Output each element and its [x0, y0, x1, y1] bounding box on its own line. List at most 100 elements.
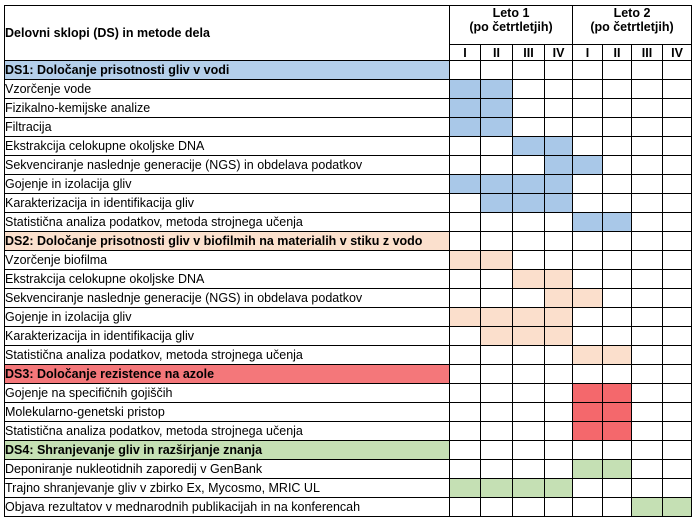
active-quarter-cell [572, 288, 603, 308]
task-row: Sekvenciranje naslednje generacije (NGS)… [4, 288, 692, 308]
empty-quarter-cell [662, 402, 692, 422]
empty-quarter-cell [572, 98, 603, 118]
empty-quarter-cell [631, 383, 663, 403]
task-row: Gojenje na specifičnih gojiščih [4, 383, 692, 403]
group-quarter-cell [631, 60, 663, 80]
group-quarter-cell [631, 231, 663, 251]
gantt-table: Delovni sklopi (DS) in metode dela Leto … [4, 5, 692, 517]
group-title: DS1: Določanje prisotnosti gliv v vodi [4, 60, 450, 80]
active-quarter-cell [572, 402, 603, 422]
empty-quarter-cell [449, 212, 481, 232]
active-quarter-cell [512, 174, 545, 194]
empty-quarter-cell [544, 250, 573, 270]
active-quarter-cell [480, 79, 513, 99]
active-quarter-cell [512, 136, 545, 156]
empty-quarter-cell [572, 117, 603, 137]
active-quarter-cell [602, 212, 632, 232]
active-quarter-cell [572, 212, 603, 232]
task-label: Karakterizacija in identifikacija gliv [4, 326, 450, 346]
group-title: DS4: Shranjevanje gliv in razširjanje zn… [4, 440, 450, 460]
empty-quarter-cell [631, 288, 663, 308]
task-row: Statistična analiza podatkov, metoda str… [4, 212, 692, 232]
active-quarter-cell [572, 421, 603, 441]
task-label: Filtracija [4, 117, 450, 137]
year-2-sublabel: (po četrtletjih) [590, 20, 674, 34]
task-row: Molekularno-genetski pristop [4, 402, 692, 422]
active-quarter-cell [544, 478, 573, 498]
active-quarter-cell [480, 250, 513, 270]
empty-quarter-cell [480, 136, 513, 156]
empty-quarter-cell [512, 345, 545, 365]
empty-quarter-cell [631, 307, 663, 327]
active-quarter-cell [512, 269, 545, 289]
group-title: DS2: Določanje prisotnosti gliv v biofil… [4, 231, 450, 251]
active-quarter-cell [631, 497, 663, 517]
active-quarter-cell [512, 478, 545, 498]
task-label: Ekstrakcija celokupne okoljske DNA [4, 136, 450, 156]
task-label: Gojenje na specifičnih gojiščih [4, 383, 450, 403]
empty-quarter-cell [512, 421, 545, 441]
task-label: Fizikalno-kemijske analize [4, 98, 450, 118]
group-quarter-cell [602, 440, 632, 460]
group-quarter-cell [480, 231, 513, 251]
empty-quarter-cell [544, 402, 573, 422]
empty-quarter-cell [480, 383, 513, 403]
empty-quarter-cell [480, 402, 513, 422]
empty-quarter-cell [449, 193, 481, 213]
empty-quarter-cell [572, 478, 603, 498]
task-row: Karakterizacija in identifikacija gliv [4, 326, 692, 346]
active-quarter-cell [480, 478, 513, 498]
group-quarter-cell [544, 440, 573, 460]
group-quarter-cell [512, 364, 545, 384]
empty-quarter-cell [480, 288, 513, 308]
task-row: Gojenje in izolacija gliv [4, 174, 692, 194]
active-quarter-cell [602, 421, 632, 441]
empty-quarter-cell [631, 326, 663, 346]
active-quarter-cell [449, 117, 481, 137]
empty-quarter-cell [602, 307, 632, 327]
active-quarter-cell [602, 345, 632, 365]
empty-quarter-cell [631, 212, 663, 232]
group-quarter-cell [480, 440, 513, 460]
empty-quarter-cell [449, 288, 481, 308]
empty-quarter-cell [631, 155, 663, 175]
empty-quarter-cell [449, 421, 481, 441]
empty-quarter-cell [631, 250, 663, 270]
table-title: Delovni sklopi (DS) in metode dela [4, 5, 450, 61]
empty-quarter-cell [662, 307, 692, 327]
task-label: Trajno shranjevanje gliv v zbirko Ex, My… [4, 478, 450, 498]
empty-quarter-cell [662, 421, 692, 441]
active-quarter-cell [480, 98, 513, 118]
empty-quarter-cell [602, 326, 632, 346]
empty-quarter-cell [449, 459, 481, 479]
empty-quarter-cell [480, 155, 513, 175]
empty-quarter-cell [512, 117, 545, 137]
active-quarter-cell [572, 155, 603, 175]
group-quarter-cell [602, 231, 632, 251]
empty-quarter-cell [631, 478, 663, 498]
empty-quarter-cell [602, 117, 632, 137]
year-2-label: Leto 2 [613, 6, 651, 21]
task-label: Vzorčenje biofilma [4, 250, 450, 270]
empty-quarter-cell [544, 421, 573, 441]
quarter-header: IV [662, 44, 692, 61]
active-quarter-cell [512, 307, 545, 327]
active-quarter-cell [544, 307, 573, 327]
task-row: Objava rezultatov v mednarodnih publikac… [4, 497, 692, 517]
task-row: Gojenje in izolacija gliv [4, 307, 692, 327]
task-row: Deponiranje nukleotidnih zaporedij v Gen… [4, 459, 692, 479]
active-quarter-cell [544, 136, 573, 156]
empty-quarter-cell [662, 288, 692, 308]
empty-quarter-cell [602, 155, 632, 175]
active-quarter-cell [544, 193, 573, 213]
active-quarter-cell [480, 307, 513, 327]
empty-quarter-cell [572, 136, 603, 156]
empty-quarter-cell [662, 345, 692, 365]
group-quarter-cell [631, 364, 663, 384]
active-quarter-cell [544, 326, 573, 346]
empty-quarter-cell [602, 98, 632, 118]
group-quarter-cell [544, 60, 573, 80]
empty-quarter-cell [662, 174, 692, 194]
active-quarter-cell [572, 383, 603, 403]
